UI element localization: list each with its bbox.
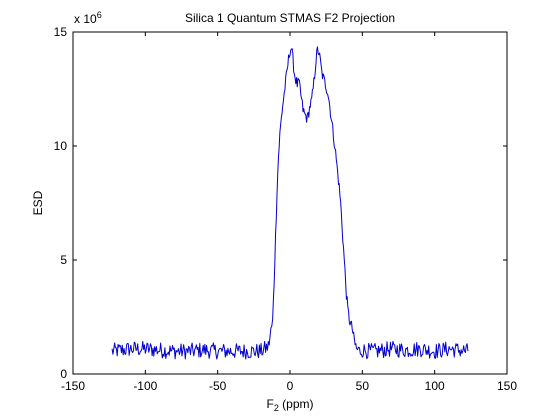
- x-axis-label-subscript: 2: [274, 403, 279, 413]
- x-tick-label: 150: [497, 379, 517, 393]
- x-axis-label-main: F: [266, 397, 273, 411]
- y-tick-label: 5: [60, 253, 67, 267]
- y-axis: 0 5 10 15: [54, 25, 507, 381]
- plot-area: [72, 31, 508, 375]
- y-tick-label: 10: [54, 139, 68, 153]
- x-tick-label: -100: [133, 379, 157, 393]
- series-line: [111, 46, 469, 360]
- x-tick-label: -50: [209, 379, 227, 393]
- y-multiplier-base: x 10: [74, 12, 97, 26]
- y-axis-label: ESD: [31, 190, 45, 215]
- x-axis-label: F2 (ppm): [266, 397, 313, 413]
- x-tick-label: -150: [61, 379, 85, 393]
- series-layer: [111, 46, 469, 360]
- chart-title: Silica 1 Quantum STMAS F2 Projection: [185, 11, 395, 25]
- x-axis: -150 -100 -50 0 50 100 150: [61, 32, 517, 393]
- x-axis-label-unit: (ppm): [279, 397, 314, 411]
- y-multiplier: x 106: [74, 10, 102, 26]
- x-tick-label: 50: [356, 379, 370, 393]
- y-tick-label: 15: [54, 25, 68, 39]
- y-multiplier-exponent: 6: [97, 10, 102, 20]
- x-tick-label: 100: [425, 379, 445, 393]
- x-tick-label: 0: [287, 379, 294, 393]
- y-tick-label: 0: [60, 367, 67, 381]
